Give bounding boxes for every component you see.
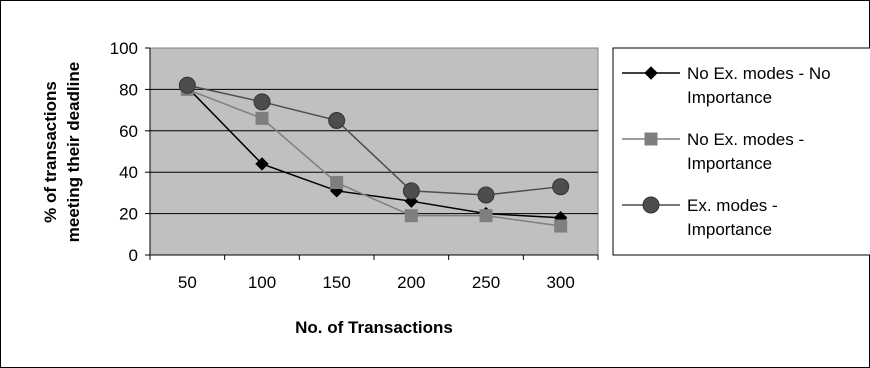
y-tick-label: 100 [110, 39, 138, 58]
data-point [477, 186, 495, 204]
x-tick-label: 100 [248, 273, 276, 292]
data-point [178, 76, 196, 94]
gridlines [150, 88, 598, 215]
data-point [253, 93, 271, 111]
series-group [178, 76, 570, 233]
x-tick-label: 50 [178, 273, 197, 292]
data-point [554, 219, 568, 233]
y-tick-label: 60 [119, 122, 138, 141]
x-tick-label: 250 [472, 273, 500, 292]
series-line [187, 84, 561, 196]
x-tick-label: 150 [322, 273, 350, 292]
data-point [404, 209, 418, 223]
axes [145, 47, 599, 260]
data-point [330, 176, 344, 190]
y-tick-label: 20 [119, 205, 138, 224]
y-tick-label: 0 [129, 246, 138, 265]
legend-marker [642, 196, 660, 214]
legend-label: Ex. modes - [687, 196, 778, 215]
legend-item: No Ex. modes - No Importance [622, 64, 831, 107]
legend-label: Importance [687, 88, 772, 107]
data-point [402, 182, 420, 200]
legend-label: Importance [687, 154, 772, 173]
x-tick-label: 300 [546, 273, 574, 292]
legend-item: Ex. modes - Importance [622, 196, 778, 239]
y-axis-title-line-1: % of transactions [41, 81, 60, 223]
y-tick-label: 80 [119, 80, 138, 99]
legend-marker [644, 66, 658, 80]
data-point [255, 157, 269, 171]
y-tick-label: 40 [119, 163, 138, 182]
legend-label: No Ex. modes - No [687, 64, 831, 83]
x-tick-labels: 50 100 150 200 250 300 [178, 273, 575, 292]
legend-label: No Ex. modes - [687, 130, 804, 149]
legend-label: Importance [687, 220, 772, 239]
plot-area [149, 47, 599, 256]
data-point [255, 111, 269, 125]
y-tick-labels: 0 20 40 60 80 100 [110, 39, 138, 265]
data-point [479, 209, 493, 223]
x-axis-title: No. of Transactions [295, 318, 453, 337]
series-line [186, 86, 561, 219]
legend-marker [644, 132, 658, 146]
legend-item: No Ex. modes - Importance [622, 130, 804, 173]
data-point [328, 111, 346, 129]
series-2 [180, 82, 568, 233]
x-tick-label: 200 [397, 273, 425, 292]
data-point [552, 178, 570, 196]
series-line [187, 88, 561, 227]
y-axis-title-line-2: meeting their deadline [64, 62, 83, 242]
series-3 [178, 76, 570, 204]
legend-box [612, 47, 870, 256]
